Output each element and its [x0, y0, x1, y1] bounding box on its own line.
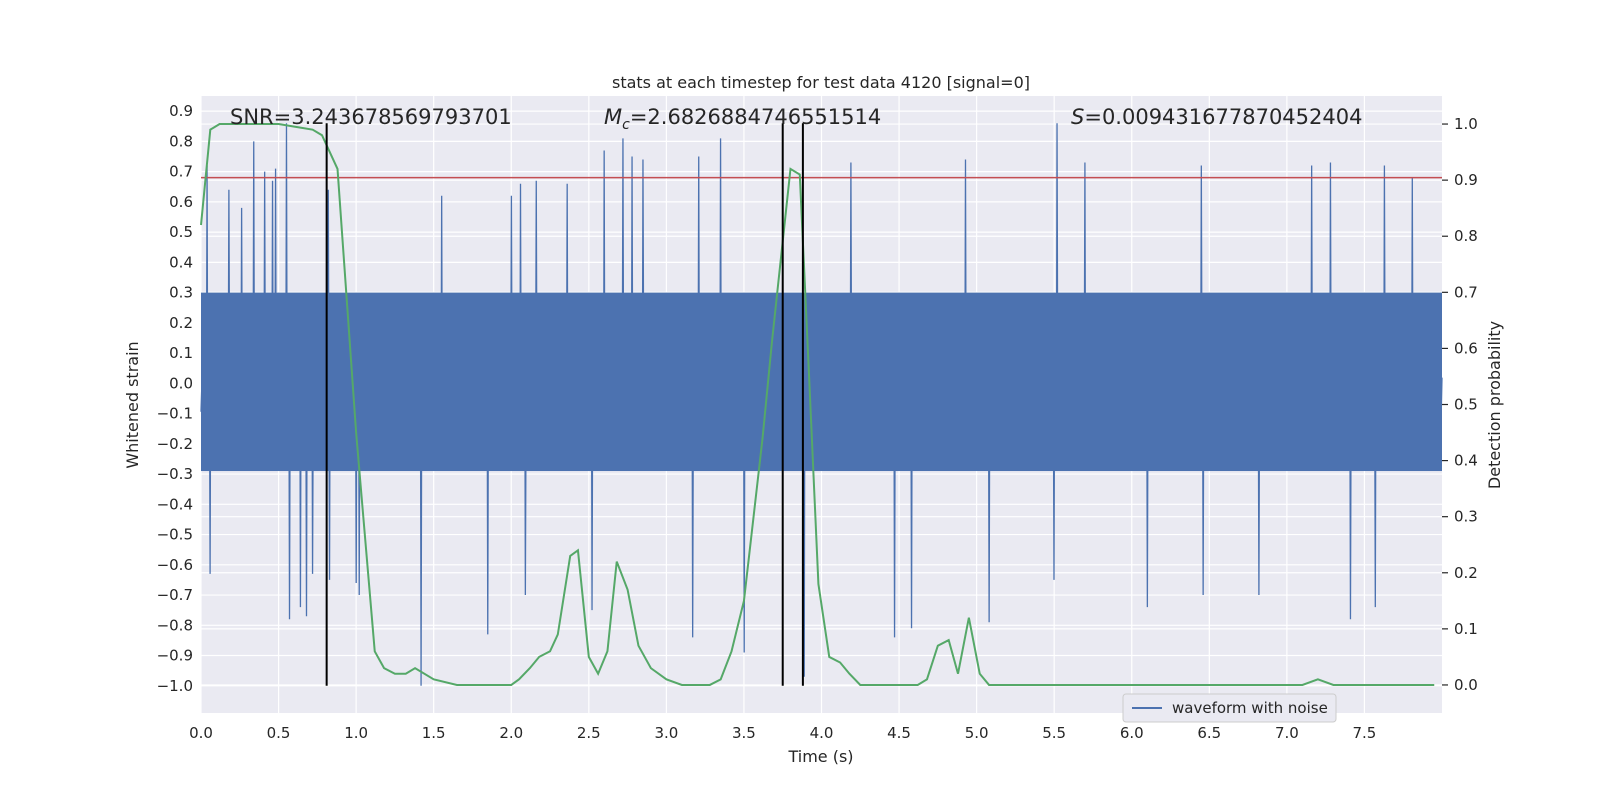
- x-tick-label: 3.0: [654, 724, 678, 742]
- x-tick-label: 7.0: [1275, 724, 1299, 742]
- legend: waveform with noise: [1122, 693, 1337, 723]
- y-tick-label-left: 0.2: [169, 314, 193, 332]
- y-tick-label-left: 0.5: [169, 223, 193, 241]
- s-statistic-value: =0.009431677870452404: [1084, 105, 1362, 129]
- y-axis-label-left: Whitened strain: [123, 341, 142, 468]
- y-tick-label-right: 0.2: [1454, 564, 1478, 582]
- x-tick-label: 2.0: [499, 724, 523, 742]
- y-tick-label-left: 0.4: [169, 253, 193, 271]
- chirp-mass-annotation: Mc=2.6826884746551514: [604, 105, 881, 133]
- x-tick-label: 0.0: [189, 724, 213, 742]
- x-tick-label: 6.5: [1197, 724, 1221, 742]
- y-tick-label-left: −0.3: [157, 465, 193, 483]
- y-tick-label-left: −0.8: [157, 616, 193, 634]
- chirp-mass-value: =2.6826884746551514: [630, 105, 881, 129]
- x-tick-label: 5.0: [965, 724, 989, 742]
- y-tick-label-left: −0.2: [157, 435, 193, 453]
- x-tick-label: 4.0: [810, 724, 834, 742]
- x-tick-label: 1.0: [344, 724, 368, 742]
- y-tick-label-right: 0.0: [1454, 676, 1478, 694]
- y-tick-label-left: 0.6: [169, 193, 193, 211]
- y-tick-label-right: 0.7: [1454, 283, 1478, 301]
- x-tick-label: 2.5: [577, 724, 601, 742]
- legend-box: [1122, 693, 1337, 723]
- y-tick-label-right: 0.1: [1454, 620, 1478, 638]
- y-tick-label-left: 0.7: [169, 163, 193, 181]
- y-tick-label-right: 0.9: [1454, 171, 1478, 189]
- x-tick-label: 7.5: [1353, 724, 1377, 742]
- x-tick-label: 0.5: [267, 724, 291, 742]
- s-statistic-annotation: S=0.009431677870452404: [1071, 105, 1362, 129]
- y-tick-label-left: −1.0: [157, 677, 193, 695]
- x-tick-label: 6.0: [1120, 724, 1144, 742]
- chart-title: stats at each timestep for test data 412…: [612, 73, 1030, 92]
- y-tick-label-right: 0.6: [1454, 339, 1478, 357]
- y-tick-label-left: −0.5: [157, 526, 193, 544]
- y-tick-label-left: 0.1: [169, 344, 193, 362]
- x-tick-label: 3.5: [732, 724, 756, 742]
- y-axis-label-right: Detection probability: [1485, 321, 1504, 489]
- x-tick-label: 1.5: [422, 724, 446, 742]
- legend-label-waveform: waveform with noise: [1172, 699, 1328, 717]
- y-tick-label-right: 0.8: [1454, 227, 1478, 245]
- y-tick-label-right: 0.4: [1454, 452, 1478, 470]
- y-tick-label-right: 1.0: [1454, 115, 1478, 133]
- chirp-mass-subscript: c: [622, 117, 630, 133]
- x-tick-label: 5.5: [1042, 724, 1066, 742]
- y-tick-label-left: 0.0: [169, 374, 193, 392]
- y-tick-label-right: 0.3: [1454, 508, 1478, 526]
- snr-annotation: SNR=3.243678569793701: [230, 105, 512, 129]
- y-tick-label-left: 0.3: [169, 284, 193, 302]
- y-tick-label-left: 0.9: [169, 102, 193, 120]
- chirp-mass-symbol: M: [604, 105, 622, 129]
- detection-probability-line: [200, 123, 1435, 686]
- s-statistic-symbol: S: [1071, 105, 1084, 129]
- series-layer: [200, 123, 1443, 686]
- y-tick-label-left: 0.8: [169, 132, 193, 150]
- waveform-core-band: [201, 292, 1442, 472]
- y-tick-label-left: −0.6: [157, 556, 193, 574]
- y-tick-label-left: −0.7: [157, 586, 193, 604]
- tick-layer: 0.0 0.5 1.0 1.5 2.0 2.5 3.0 3.5 4.0 4.5 5.0 5.5 6.0 6…: [157, 102, 1478, 742]
- y-tick-label-right: 0.5: [1454, 396, 1478, 414]
- overlay-layer: [200, 123, 1442, 686]
- y-tick-label-left: −0.9: [157, 647, 193, 665]
- y-tick-label-left: −0.4: [157, 495, 193, 513]
- x-axis-label: Time (s): [787, 747, 853, 766]
- x-tick-label: 4.5: [887, 724, 911, 742]
- y-tick-label-left: −0.1: [157, 405, 193, 423]
